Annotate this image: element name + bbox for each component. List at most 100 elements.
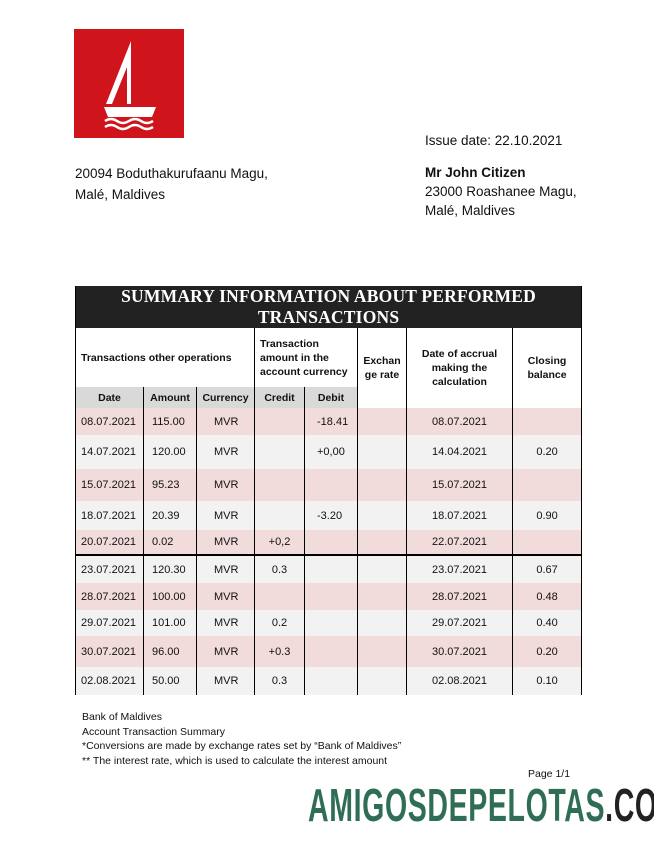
cell-amount: 120.30 <box>143 554 197 583</box>
cell-currency: MVR <box>196 636 255 667</box>
header-accrual-date: Date of accrual making the calculation <box>406 328 513 408</box>
cell-date: 28.07.2021 <box>75 583 144 610</box>
cell-exchange-rate <box>357 554 407 583</box>
cell-debit <box>304 667 358 695</box>
cell-date: 15.07.2021 <box>75 469 144 501</box>
cell-date: 23.07.2021 <box>75 554 144 583</box>
table-row: 23.07.2021 120.30 MVR 0.3 23.07.2021 0.67 <box>75 554 583 583</box>
issue-date: Issue date: 22.10.2021 <box>425 133 563 148</box>
cell-accrual-date: 08.07.2021 <box>406 408 513 435</box>
cell-closing-balance: 0.90 <box>511 501 583 530</box>
col-date: Date <box>75 387 144 408</box>
cell-closing-balance: 0.40 <box>511 610 583 636</box>
cell-debit <box>304 636 358 667</box>
cell-credit <box>254 469 305 501</box>
sailboat-icon <box>104 41 156 131</box>
table-row: 18.07.2021 20.39 MVR -3.20 18.07.2021 0.90 <box>75 501 583 530</box>
cell-date: 18.07.2021 <box>75 501 144 530</box>
bank-address: 20094 Boduthakurufaanu Magu, Malé, Maldi… <box>75 163 268 205</box>
cell-currency: MVR <box>196 667 255 695</box>
address-line: Malé, Maldives <box>75 187 166 202</box>
cell-accrual-date: 22.07.2021 <box>406 530 513 555</box>
cell-amount: 115.00 <box>143 408 197 435</box>
cell-exchange-rate <box>357 408 407 435</box>
cell-accrual-date: 15.07.2021 <box>406 469 513 501</box>
cell-accrual-date: 29.07.2021 <box>406 610 513 636</box>
table-row: 14.07.2021 120.00 MVR +0,00 14.04.2021 0.20 <box>75 435 583 469</box>
address-line: 20094 Boduthakurufaanu Magu, <box>75 166 268 181</box>
table-title: SUMMARY INFORMATION ABOUT PERFORMED TRAN… <box>74 286 583 328</box>
cell-amount: 50.00 <box>143 667 197 695</box>
cell-credit <box>254 501 305 530</box>
col-debit: Debit <box>304 387 358 408</box>
recipient-block: Mr John Citizen 23000 Roashanee Magu, Ma… <box>425 163 577 220</box>
recipient-name: Mr John Citizen <box>425 165 526 180</box>
cell-exchange-rate <box>357 469 407 501</box>
cell-debit <box>304 469 358 501</box>
cell-date: 08.07.2021 <box>75 408 144 435</box>
cell-date: 14.07.2021 <box>75 435 144 469</box>
transactions-table: SUMMARY INFORMATION ABOUT PERFORMED TRAN… <box>74 286 583 695</box>
cell-closing-balance <box>511 408 583 435</box>
address-line: 23000 Roashanee Magu, <box>425 184 577 199</box>
cell-date: 29.07.2021 <box>75 610 144 636</box>
cell-accrual-date: 18.07.2021 <box>406 501 513 530</box>
cell-closing-balance: 0.67 <box>511 554 583 583</box>
footer-line: Account Transaction Summary <box>82 725 225 738</box>
table-row: 15.07.2021 95.23 MVR 15.07.2021 <box>75 469 583 501</box>
cell-accrual-date: 23.07.2021 <box>406 554 513 583</box>
cell-amount: 100.00 <box>143 583 197 610</box>
header-transaction-amount: Transaction amount in the account curren… <box>254 328 358 387</box>
cell-currency: MVR <box>196 408 255 435</box>
watermark: AMIGOSDEPELOTAS.COM <box>308 778 654 832</box>
footer-line: Bank of Maldives <box>82 711 162 723</box>
footer-line: *Conversions are made by exchange rates … <box>82 740 402 752</box>
cell-currency: MVR <box>196 530 255 555</box>
cell-debit <box>304 554 358 583</box>
cell-debit: -3.20 <box>304 501 358 530</box>
cell-credit <box>254 435 305 469</box>
cell-credit: 0.3 <box>254 554 305 583</box>
page-number: Page 1/1 <box>528 768 571 780</box>
table-row: 08.07.2021 115.00 MVR -18.41 08.07.2021 <box>75 408 583 435</box>
cell-currency: MVR <box>196 435 255 469</box>
address-line: Malé, Maldives <box>425 203 516 218</box>
cell-debit <box>304 583 358 610</box>
cell-accrual-date: 02.08.2021 <box>406 667 513 695</box>
cell-exchange-rate <box>357 636 407 667</box>
cell-currency: MVR <box>196 469 255 501</box>
table-row: 29.07.2021 101.00 MVR 0.2 29.07.2021 0.40 <box>75 610 583 636</box>
cell-credit <box>254 583 305 610</box>
cell-credit: +0.3 <box>254 636 305 667</box>
cell-currency: MVR <box>196 554 255 583</box>
cell-exchange-rate <box>357 530 407 555</box>
bank-logo <box>74 29 184 138</box>
header-other-operations: Transactions other operations <box>75 328 255 387</box>
cell-credit <box>254 408 305 435</box>
col-credit: Credit <box>254 387 305 408</box>
cell-amount: 96.00 <box>143 636 197 667</box>
cell-debit <box>304 610 358 636</box>
col-amount: Amount <box>143 387 197 408</box>
cell-amount: 120.00 <box>143 435 197 469</box>
cell-closing-balance <box>511 530 583 555</box>
table-row: 20.07.2021 0.02 MVR +0,2 22.07.2021 <box>75 530 583 555</box>
footer-notes: Bank of Maldives Account Transaction Sum… <box>82 710 401 768</box>
cell-date: 20.07.2021 <box>75 530 144 555</box>
cell-closing-balance <box>511 469 583 501</box>
footer-line: ** The interest rate, which is used to c… <box>82 754 388 767</box>
cell-accrual-date: 30.07.2021 <box>406 636 513 667</box>
cell-debit: +0,00 <box>304 435 358 469</box>
table-row: 02.08.2021 50.00 MVR 0.3 02.08.2021 0.10 <box>75 667 583 695</box>
cell-closing-balance: 0.20 <box>511 636 583 667</box>
cell-exchange-rate <box>357 583 407 610</box>
cell-currency: MVR <box>196 501 255 530</box>
cell-exchange-rate <box>357 501 407 530</box>
cell-closing-balance: 0.10 <box>511 667 583 695</box>
cell-amount: 101.00 <box>143 610 197 636</box>
cell-credit: 0.3 <box>254 667 305 695</box>
cell-date: 30.07.2021 <box>75 636 144 667</box>
cell-debit <box>304 530 358 555</box>
cell-currency: MVR <box>196 583 255 610</box>
